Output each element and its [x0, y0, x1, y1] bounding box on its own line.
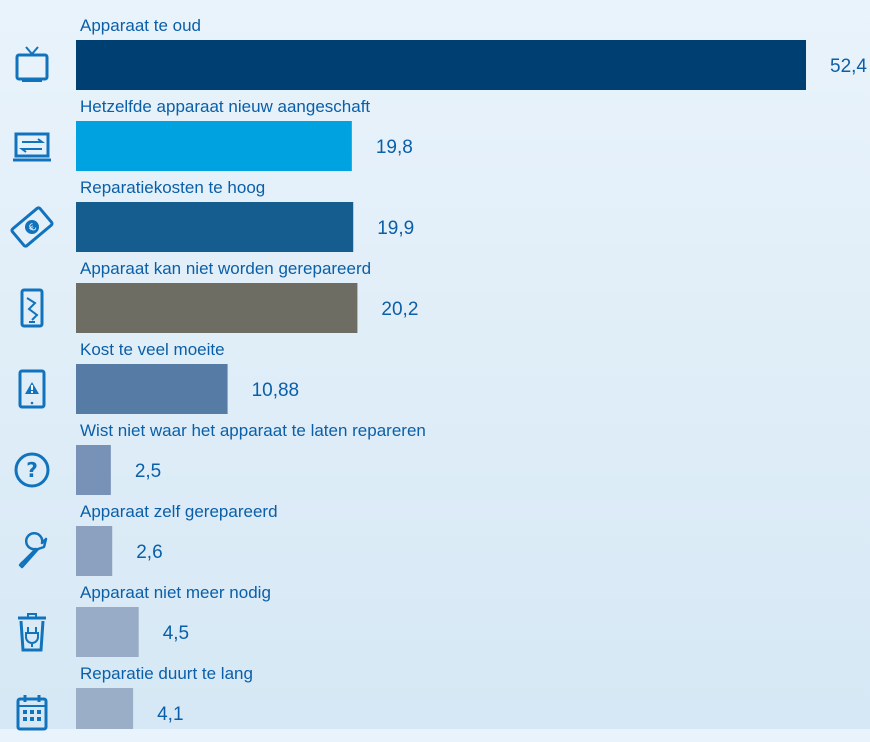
value-label: 19,9: [377, 218, 414, 239]
category-label: Apparaat zelf gerepareerd: [80, 502, 278, 521]
value-label: 4,1: [157, 704, 183, 725]
value-label: 20,2: [381, 299, 418, 320]
trash-plug-icon: [8, 608, 56, 656]
bar: [76, 445, 111, 495]
value-label: 10,88: [252, 380, 300, 401]
value-label: 19,8: [376, 137, 413, 158]
calendar-icon: [8, 689, 56, 737]
category-label: Kost te veel moeite: [80, 340, 225, 359]
bar: [76, 202, 354, 252]
bar: [76, 40, 806, 90]
category-label: Apparaat kan niet worden gerepareerd: [80, 259, 371, 278]
question-icon: ?: [8, 446, 56, 494]
category-label: Reparatie duurt te lang: [80, 664, 253, 683]
category-label: Reparatiekosten te hoog: [80, 178, 265, 197]
value-label: 52,4: [830, 56, 867, 77]
swap-device-icon: [8, 122, 56, 170]
category-label: Hetzelfde apparaat nieuw aangeschaft: [80, 97, 370, 116]
svg-text:€: €: [27, 222, 39, 235]
broken-phone-icon: [8, 284, 56, 332]
bar: [76, 607, 139, 657]
value-label: 2,5: [135, 461, 161, 482]
tv-icon: [8, 41, 56, 89]
category-label: Apparaat niet meer nodig: [80, 583, 271, 602]
category-label: Wist niet waar het apparaat te laten rep…: [80, 421, 426, 440]
wrench-icon: [8, 527, 56, 575]
value-label: 2,6: [136, 542, 162, 563]
money-euro-icon: €: [8, 203, 56, 251]
warning-tablet-icon: [8, 365, 56, 413]
bar: [76, 364, 228, 414]
bar: [76, 121, 352, 171]
svg-text:?: ?: [26, 458, 38, 482]
category-label: Apparaat te oud: [80, 16, 201, 35]
bar: [76, 526, 113, 576]
bar: [76, 688, 134, 729]
value-label: 4,5: [163, 623, 189, 644]
bar: [76, 283, 358, 333]
